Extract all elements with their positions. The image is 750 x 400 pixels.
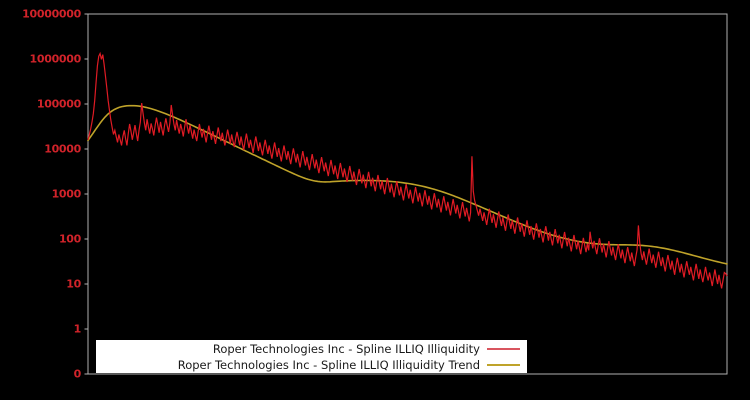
y-tick-marks: [84, 13, 88, 375]
illiquidity-series-line: [87, 51, 728, 289]
y-tick-label: 1000: [51, 187, 82, 201]
chart-legend[interactable]: Roper Technologies Inc - Spline ILLIQ Il…: [96, 340, 527, 373]
legend-swatch-trend: [487, 363, 520, 366]
y-tick-label: 1000000: [29, 52, 82, 66]
y-tick-label: 100000: [36, 97, 81, 111]
trend-line: [87, 104, 728, 265]
y-tick-label: 0: [73, 367, 82, 381]
legend-label-trend: Roper Technologies Inc - Spline ILLIQ Il…: [177, 357, 480, 372]
y-tick-label: 1: [73, 322, 82, 336]
y-tick-label: 10000000: [22, 7, 81, 21]
y-tick-label: 10: [66, 277, 81, 291]
y-tick-label: 10000: [44, 142, 81, 156]
y-tick-label: 100: [58, 232, 81, 246]
legend-label-series: Roper Technologies Inc - Spline ILLIQ Il…: [212, 341, 480, 356]
legend-entry-series[interactable]: Roper Technologies Inc - Spline ILLIQ Il…: [97, 341, 526, 357]
legend-entry-trend[interactable]: Roper Technologies Inc - Spline ILLIQ Il…: [97, 357, 526, 373]
legend-swatch-series: [487, 347, 520, 350]
